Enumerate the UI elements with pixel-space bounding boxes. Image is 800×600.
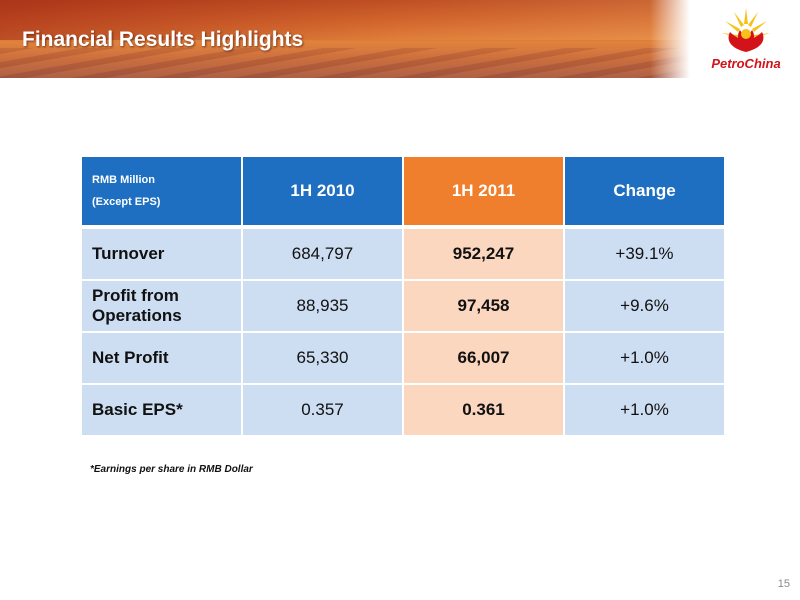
table-header-row: RMB Million (Except EPS) 1H 2010 1H 2011… <box>80 155 726 228</box>
logo-text: PetroChina <box>711 56 781 71</box>
cell-1h2011: 0.361 <box>402 383 565 437</box>
unit-header-cell: RMB Million (Except EPS) <box>80 155 243 228</box>
cell-change: +1.0% <box>563 331 726 385</box>
cell-1h2011: 952,247 <box>402 225 565 281</box>
column-header-change: Change <box>563 155 726 228</box>
table-row: Turnover 684,797 952,247 +39.1% <box>80 225 726 281</box>
table-row: Profit from Operations 88,935 97,458 +9.… <box>80 279 726 333</box>
row-label: Turnover <box>80 225 243 281</box>
cell-1h2010: 88,935 <box>241 279 404 333</box>
page-number: 15 <box>777 578 790 590</box>
table-row: Basic EPS* 0.357 0.361 +1.0% <box>80 383 726 437</box>
slide-header: Financial Results Highlights PetroChina <box>0 0 800 78</box>
unit-note: (Except EPS) <box>92 196 161 208</box>
slide-title: Financial Results Highlights <box>22 28 304 51</box>
unit-label: RMB Million <box>92 174 155 186</box>
logo: PetroChina <box>650 0 800 78</box>
cell-change: +39.1% <box>563 225 726 281</box>
cell-1h2011: 66,007 <box>402 331 565 385</box>
cell-1h2010: 65,330 <box>241 331 404 385</box>
table-row: Net Profit 65,330 66,007 +1.0% <box>80 331 726 385</box>
petrochina-sun-icon <box>722 8 770 52</box>
financial-results-table: RMB Million (Except EPS) 1H 2010 1H 2011… <box>80 155 726 437</box>
footnote: *Earnings per share in RMB Dollar <box>90 464 253 475</box>
row-label: Net Profit <box>80 331 243 385</box>
column-header-1h2010: 1H 2010 <box>241 155 404 228</box>
cell-1h2010: 0.357 <box>241 383 404 437</box>
row-label: Basic EPS* <box>80 383 243 437</box>
column-header-1h2011: 1H 2011 <box>402 155 565 228</box>
cell-1h2010: 684,797 <box>241 225 404 281</box>
cell-change: +9.6% <box>563 279 726 333</box>
cell-change: +1.0% <box>563 383 726 437</box>
cell-1h2011: 97,458 <box>402 279 565 333</box>
row-label: Profit from Operations <box>80 279 243 333</box>
